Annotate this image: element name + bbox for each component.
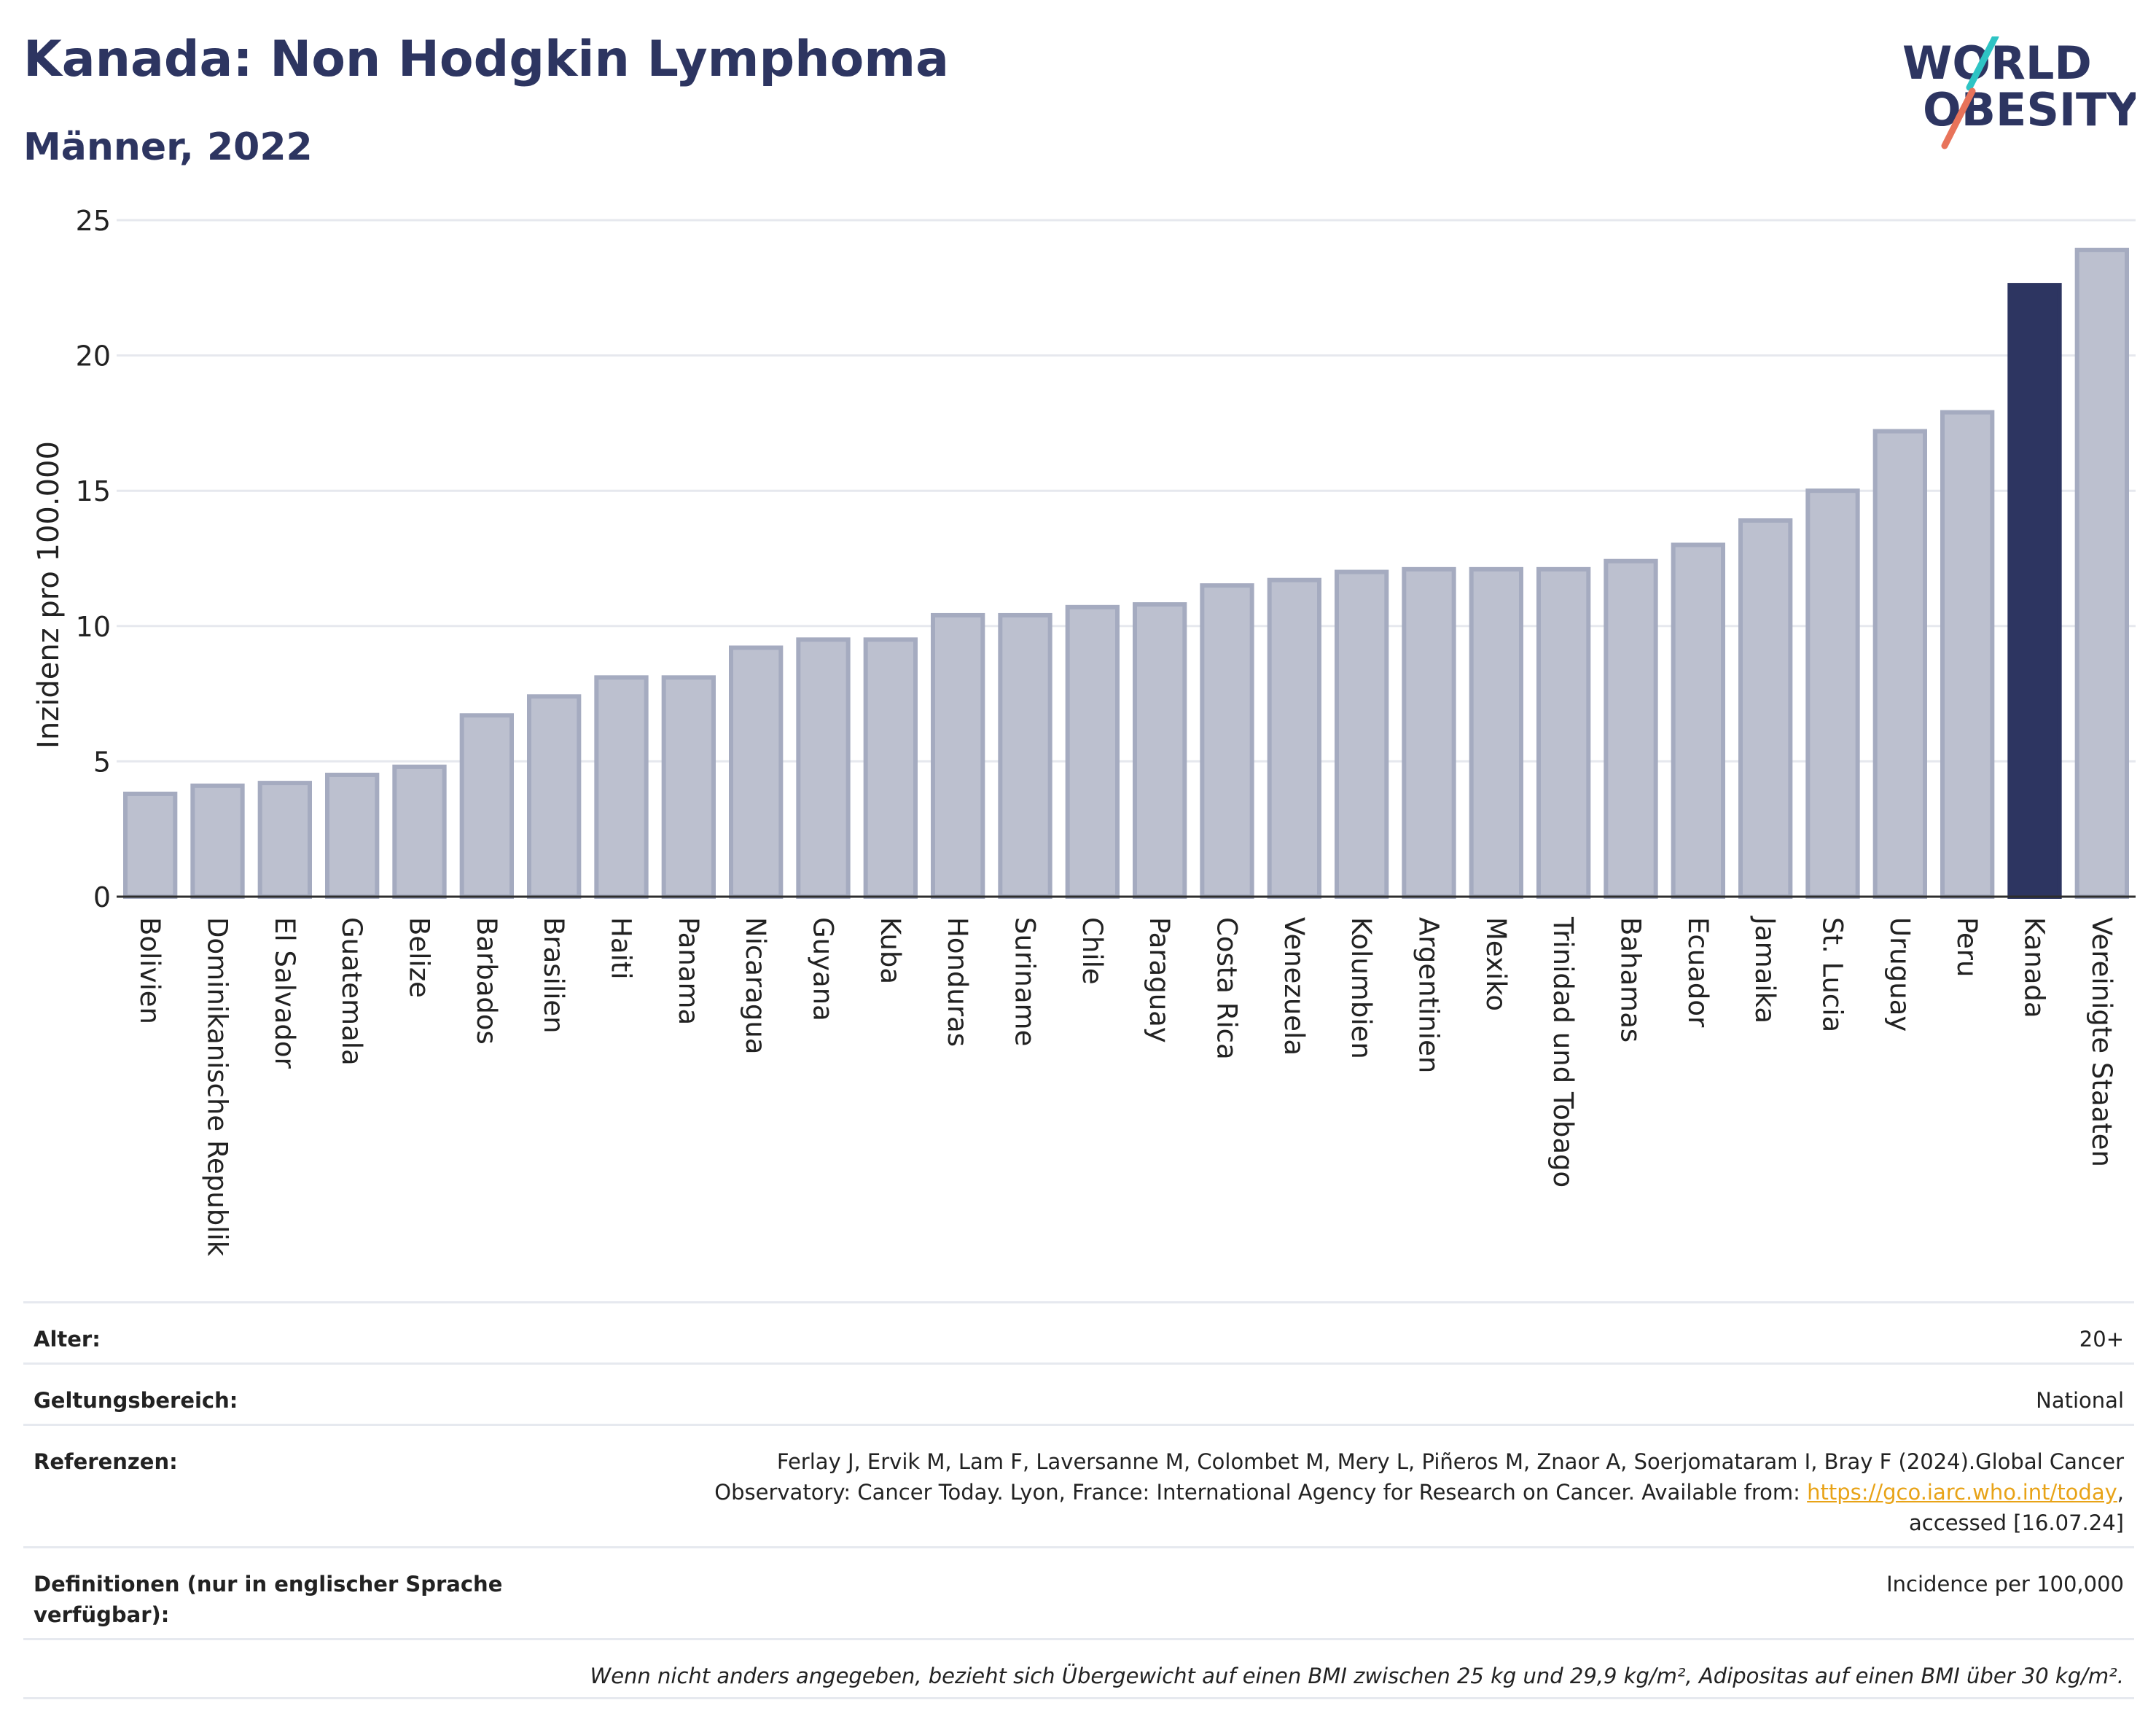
bar-ecuador: [1671, 542, 1725, 899]
bar-el-salvador: [257, 781, 312, 899]
references-label: Referenzen:: [34, 1449, 178, 1474]
chart-bars: [123, 247, 2129, 900]
bar-venezuela: [1267, 577, 1321, 899]
x-tick-label: Paraguay: [1144, 917, 1175, 1043]
info-row-definitions: Definitionen (nur in englischer Sprache …: [23, 1546, 2134, 1638]
y-axis-label: Inzidenz pro 100.000: [32, 441, 66, 749]
logo-word-world: WORLD: [1902, 36, 2092, 90]
scope-value: National: [2036, 1388, 2124, 1413]
x-tick-label: Bolivien: [134, 917, 165, 1024]
x-tick-label: El Salvador: [269, 917, 300, 1069]
bar-honduras: [931, 612, 985, 900]
bar-panama: [661, 675, 716, 899]
bar-barbados: [459, 713, 514, 900]
references-text-3: ,: [2117, 1480, 2124, 1505]
x-tick-label: Uruguay: [1884, 917, 1915, 1032]
references-link[interactable]: https://gco.iarc.who.int/today: [1807, 1480, 2117, 1505]
y-tick-label: 10: [76, 611, 111, 643]
page-title: Kanada: Non Hodgkin Lymphoma: [23, 31, 950, 88]
bar-brasilien: [527, 694, 582, 899]
bar-vereinigte-staaten: [2074, 247, 2129, 900]
bar-guatemala: [325, 772, 380, 899]
logo-slash-coral: [1941, 87, 1976, 149]
x-tick-label: Kuba: [875, 917, 906, 984]
references-text-4: accessed [16.07.24]: [1909, 1510, 2124, 1535]
bar-peru: [1940, 410, 1995, 899]
bar-bahamas: [1604, 558, 1658, 899]
x-tick-label: Guatemala: [336, 917, 367, 1066]
x-tick-label: Bahamas: [1615, 917, 1647, 1042]
y-tick-label: 0: [93, 881, 111, 913]
references-text-1: Ferlay J, Ervik M, Lam F, Laversanne M, …: [776, 1449, 2124, 1474]
x-tick-label: Nicaragua: [740, 917, 771, 1054]
bar-kolumbien: [1335, 569, 1389, 899]
x-tick-label: Vereinigte Staaten: [2086, 917, 2117, 1167]
world-obesity-logo: WORLD OBESITY: [1902, 36, 2136, 149]
bar-guyana: [796, 637, 851, 899]
logo-slash-teal: [1966, 36, 1999, 91]
x-tick-label: Costa Rica: [1211, 917, 1243, 1060]
x-tick-label: Chile: [1077, 917, 1108, 985]
x-tick-label: Jamaika: [1749, 916, 1781, 1024]
y-axis-ticks: 0 5 10 15 20 25: [76, 205, 111, 913]
bar-argentinien: [1402, 566, 1456, 900]
x-tick-label: Haiti: [606, 917, 637, 980]
bar-mexiko: [1469, 566, 1523, 900]
x-axis-labels: Bolivien Dominikanische Republik El Salvad…: [134, 916, 2117, 1257]
bar-costa-rica: [1200, 583, 1254, 899]
x-tick-label: Dominikanische Republik: [202, 917, 233, 1257]
age-label: Alter:: [34, 1327, 101, 1352]
bar-suriname: [998, 612, 1052, 900]
references-text-2: Observatory: Cancer Today. Lyon, France:…: [714, 1480, 1808, 1505]
bar-chile: [1065, 604, 1120, 899]
x-tick-label: Guyana: [808, 917, 839, 1021]
x-tick-label: Belize: [404, 917, 435, 998]
x-tick-label: Panama: [673, 917, 704, 1025]
x-tick-label: Brasilien: [538, 917, 569, 1034]
chart-gridlines: [117, 219, 2136, 763]
x-tick-label: Kanada: [2019, 917, 2050, 1018]
bar-chart: 0 5 10 15 20 25 Bolivien Dominikanische Republ…: [32, 205, 2136, 1257]
bar-bolivien: [123, 791, 178, 899]
x-tick-label: Peru: [1951, 917, 1983, 977]
x-tick-label: Argentinien: [1413, 917, 1445, 1073]
x-tick-label: Mexiko: [1480, 917, 1512, 1011]
y-tick-label: 5: [93, 746, 111, 778]
info-row-age: Alter: 20+: [23, 1301, 2134, 1362]
info-row-references: Referenzen: Ferlay J, Ervik M, Lam F, La…: [23, 1424, 2134, 1546]
info-row-scope: Geltungsbereich: National: [23, 1362, 2134, 1424]
bar-haiti: [594, 675, 649, 899]
info-table: Alter: 20+ Geltungsbereich: National Ref…: [23, 1301, 2134, 1699]
info-row-note: Wenn nicht anders angegeben, bezieht sic…: [23, 1638, 2134, 1699]
bar-kuba: [863, 637, 918, 899]
x-tick-label: Barbados: [471, 917, 502, 1045]
bar-uruguay: [1872, 429, 1927, 899]
scope-label: Geltungsbereich:: [34, 1388, 238, 1413]
x-tick-label: Suriname: [1009, 917, 1041, 1046]
bar-paraguay: [1133, 602, 1187, 899]
x-tick-label: Venezuela: [1278, 917, 1310, 1056]
bar-jamaika: [1738, 518, 1793, 899]
y-tick-label: 25: [76, 205, 111, 237]
bar-trinidad-und-tobago: [1536, 566, 1591, 900]
age-value: 20+: [2079, 1327, 2124, 1352]
bmi-note: Wenn nicht anders angegeben, bezieht sic…: [590, 1664, 2124, 1688]
definitions-value: Incidence per 100,000: [1886, 1572, 2124, 1596]
bar-nicaragua: [729, 645, 784, 899]
page-subtitle: Männer, 2022: [23, 125, 313, 169]
x-tick-label: St. Lucia: [1817, 917, 1848, 1032]
bar-kanada: [2007, 283, 2062, 899]
y-tick-label: 20: [76, 340, 111, 373]
logo-word-obesity: OBESITY: [1923, 83, 2136, 136]
bar-st-lucia: [1805, 488, 1860, 899]
x-tick-label: Trinidad und Tobago: [1547, 916, 1579, 1188]
definitions-label: Definitionen (nur in englischer Sprache …: [34, 1572, 503, 1627]
x-tick-label: Honduras: [942, 917, 973, 1047]
x-tick-label: Ecuador: [1682, 917, 1714, 1028]
references-value: Ferlay J, Ervik M, Lam F, Laversanne M, …: [544, 1446, 2124, 1546]
bar-belize: [392, 764, 447, 899]
bar-dominikanische-republik: [190, 783, 245, 899]
x-tick-label: Kolumbien: [1345, 917, 1377, 1059]
y-tick-label: 15: [76, 475, 111, 507]
